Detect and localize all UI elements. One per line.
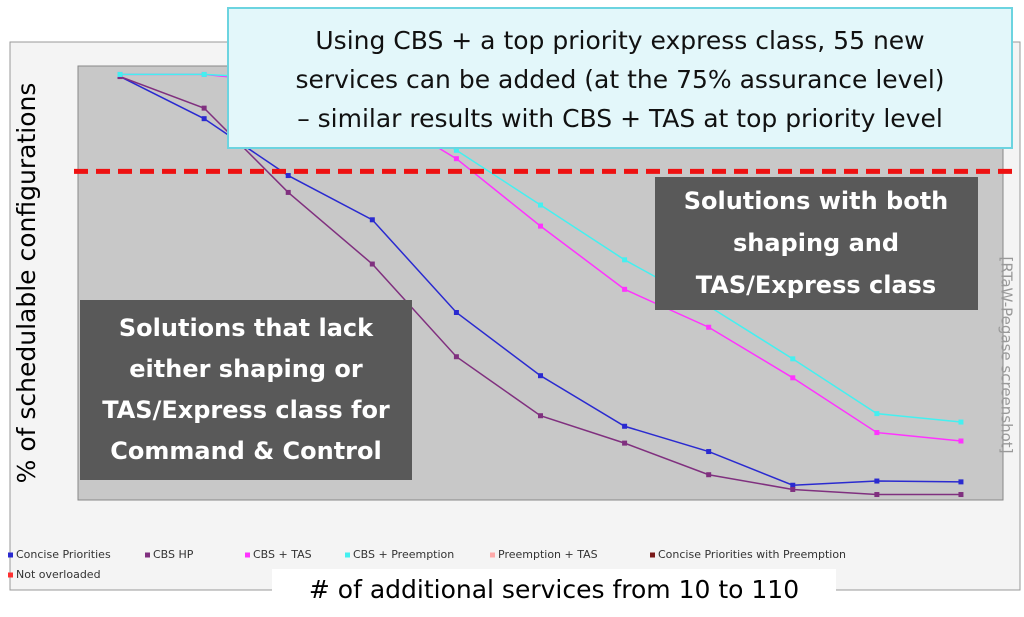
point <box>538 202 543 208</box>
legend-swatch <box>490 552 495 558</box>
legend: Concise Priorities CBS HP CBS + TAS CBS + P… <box>8 548 846 581</box>
legend-swatch <box>8 572 13 578</box>
box-line: Solutions that lack <box>119 314 374 342</box>
point <box>958 438 964 444</box>
point <box>369 217 375 223</box>
point <box>622 257 628 263</box>
point <box>201 105 207 111</box>
point <box>285 189 291 195</box>
legend-label: Not overloaded <box>16 568 101 581</box>
y-axis-label: % of schedulable configurations <box>12 83 41 484</box>
point <box>117 71 123 77</box>
box-right-text: Solutions with both shaping and TAS/Expres… <box>684 187 949 299</box>
legend-swatch <box>345 552 350 558</box>
point <box>453 156 459 162</box>
legend-swatch <box>145 552 150 558</box>
legend-label: Concise Priorities <box>16 548 111 561</box>
legend-swatch <box>245 552 250 558</box>
point <box>538 373 543 379</box>
point <box>874 430 880 436</box>
point <box>285 173 291 179</box>
point <box>622 423 628 429</box>
box-line: TAS/Express class <box>696 271 936 299</box>
callout-line: services can be added (at the 75% assura… <box>295 65 944 94</box>
point <box>453 309 459 315</box>
point <box>369 261 375 267</box>
callout-line: Using CBS + a top priority express class… <box>315 26 924 55</box>
x-label-box <box>272 569 836 613</box>
box-left-text: Solutions that lack either shaping or TAS/… <box>102 314 390 465</box>
legend-swatch <box>8 552 13 558</box>
callout <box>227 7 1013 149</box>
point <box>958 419 964 425</box>
point <box>790 486 796 492</box>
point <box>453 147 459 153</box>
legend-label: Concise Priorities with Preemption <box>658 548 846 561</box>
point <box>874 478 880 484</box>
box-line: Command & Control <box>110 437 381 465</box>
point <box>874 492 880 498</box>
point <box>958 492 964 498</box>
legend-swatch <box>650 552 655 558</box>
box-line: Solutions with both <box>684 187 949 215</box>
point <box>706 472 712 478</box>
legend-label: CBS + Preemption <box>353 548 454 561</box>
box-right <box>655 177 978 310</box>
point <box>706 449 712 455</box>
box-line: shaping and <box>733 229 899 257</box>
point <box>874 411 880 417</box>
point <box>958 479 964 485</box>
point <box>538 413 543 419</box>
box-left <box>80 300 412 480</box>
point <box>622 286 628 292</box>
point <box>538 223 543 229</box>
point <box>453 354 459 360</box>
point <box>201 116 207 122</box>
point <box>622 440 628 446</box>
box-line: TAS/Express class for <box>102 396 390 424</box>
point <box>790 375 796 381</box>
x-axis-label: # of additional services from 10 to 110 <box>309 575 799 604</box>
legend-label: CBS + TAS <box>253 548 312 561</box>
point <box>790 482 796 488</box>
legend-label: Preemption + TAS <box>498 548 598 561</box>
legend-label: CBS HP <box>153 548 194 561</box>
point <box>201 71 207 77</box>
point <box>706 324 712 330</box>
box-line: either shaping or <box>129 355 363 383</box>
callout-line: – similar results with CBS + TAS at top … <box>297 104 943 133</box>
watermark: [RTaW-Pegase screenshot] <box>998 256 1016 453</box>
callout-text: Using CBS + a top priority express class… <box>295 26 944 133</box>
point <box>790 356 796 362</box>
